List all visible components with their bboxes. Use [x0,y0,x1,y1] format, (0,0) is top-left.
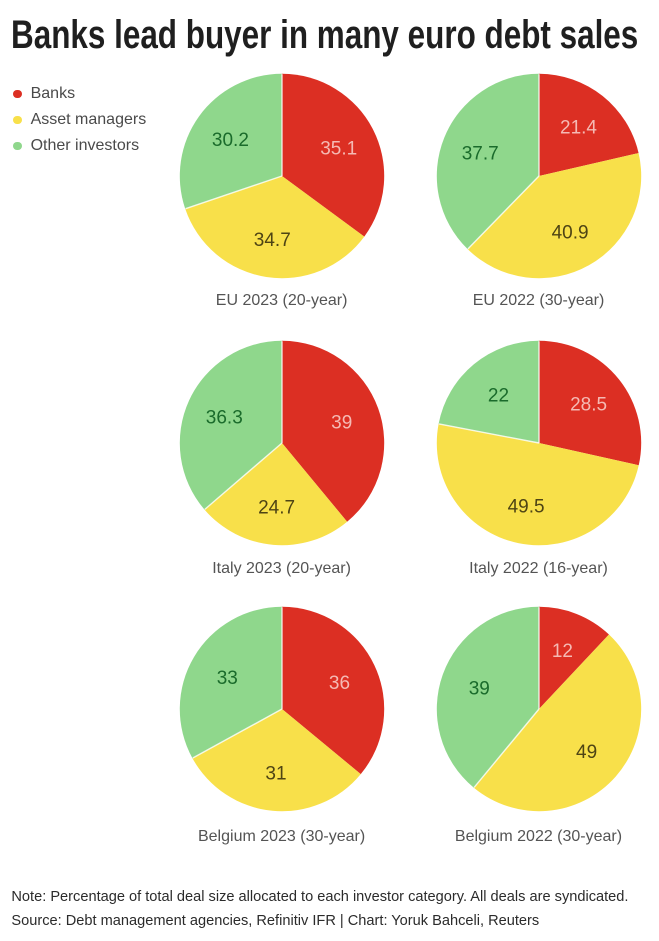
svg-text:34.7: 34.7 [253,230,290,251]
svg-text:21.4: 21.4 [560,118,597,139]
svg-text:30.2: 30.2 [212,130,249,151]
svg-text:22: 22 [487,386,508,407]
svg-text:49.5: 49.5 [507,497,544,518]
svg-text:33: 33 [216,668,237,689]
svg-text:37.7: 37.7 [461,144,498,165]
svg-text:36: 36 [329,673,350,694]
svg-text:28.5: 28.5 [570,395,607,416]
svg-text:39: 39 [468,679,489,700]
svg-text:24.7: 24.7 [258,498,295,519]
svg-text:40.9: 40.9 [551,223,588,244]
svg-text:39: 39 [331,413,352,434]
svg-text:12: 12 [551,641,572,662]
svg-text:35.1: 35.1 [320,139,357,160]
svg-text:49: 49 [576,742,597,763]
svg-text:36.3: 36.3 [205,408,242,429]
svg-text:31: 31 [265,763,286,784]
